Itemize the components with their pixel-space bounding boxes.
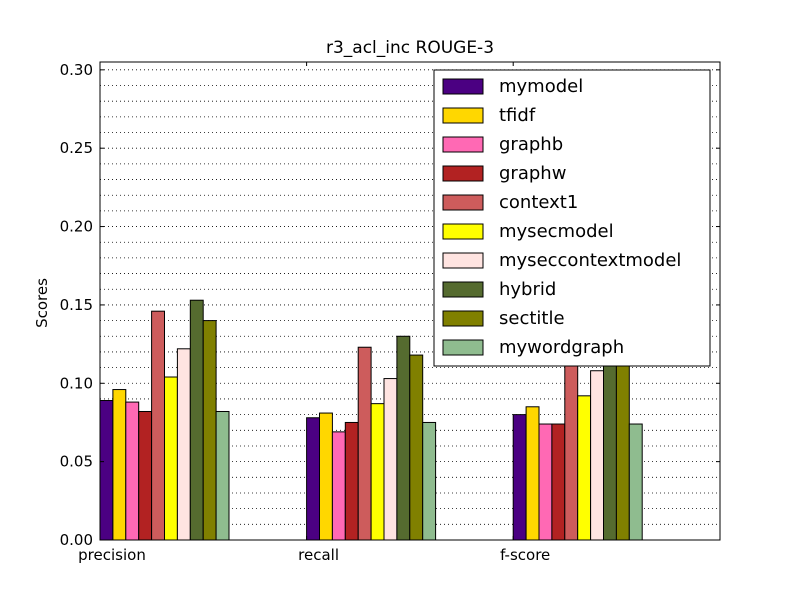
legend-swatch: [442, 194, 484, 211]
x-tick-label: precision: [78, 546, 146, 564]
bar-graphw-recall: [344, 421, 359, 541]
bar-sectitle-f-score: [615, 342, 630, 541]
bar-tfidf-precision: [112, 389, 127, 541]
bar-graphw-f-score: [551, 423, 566, 541]
bar-context1-precision: [151, 310, 166, 541]
legend-label: mymodel: [499, 76, 583, 97]
legend-label: context1: [499, 192, 578, 213]
legend: mymodel tfidf graphb graphw context1 mysecmod…: [433, 69, 711, 367]
bar-mywordgraph-recall: [422, 421, 437, 541]
bar-mymodel-recall: [306, 417, 321, 541]
legend-label: myseccontextmodel: [499, 250, 681, 271]
bar-mysecmodel-precision: [164, 376, 178, 541]
bar-graphb-recall: [331, 431, 346, 541]
bar-mywordgraph-f-score: [628, 423, 643, 541]
legend-label: hybrid: [499, 279, 556, 300]
bar-myseccontextmodel-f-score: [590, 370, 604, 541]
bar-hybrid-precision: [189, 299, 204, 541]
plot-frame: [99, 61, 721, 541]
legend-swatch: [442, 136, 484, 153]
bar-mysecmodel-f-score: [577, 395, 592, 541]
bar-context1-recall: [357, 346, 372, 541]
bar-mymodel-precision: [99, 400, 114, 541]
bar-mysecmodel-recall: [370, 403, 385, 541]
y-tick-label: 0.00: [60, 531, 93, 549]
bar-mymodel-f-score: [512, 414, 527, 541]
y-tick-label: 0.30: [60, 61, 93, 79]
bar-sectitle-recall: [409, 354, 424, 541]
y-tick-label: 0.10: [60, 374, 93, 392]
y-tick-label: 0.15: [60, 296, 93, 314]
x-axis-ticks: precision recall f-score: [78, 62, 550, 564]
y-tick-label: 0.20: [60, 218, 93, 236]
bar-graphb-precision: [125, 401, 140, 541]
bar-tfidf-recall: [319, 412, 333, 541]
legend-label: graphw: [499, 163, 566, 184]
x-tick-label: recall: [298, 546, 339, 564]
bars: [99, 299, 643, 541]
bar-graphw-precision: [138, 410, 153, 541]
bar-mywordgraph-precision: [215, 410, 230, 541]
legend-label: graphb: [499, 134, 563, 155]
legend-label: mywordgraph: [499, 337, 624, 358]
chart-title: r3_acl_inc ROUGE-3: [326, 38, 494, 58]
y-tick-label: 0.25: [60, 139, 93, 157]
y-tick-label: 0.05: [60, 453, 93, 471]
legend-swatch: [442, 281, 484, 298]
legend-label: tfidf: [499, 105, 536, 126]
legend-label: sectitle: [499, 308, 565, 329]
x-tick-label: f-score: [500, 546, 550, 564]
y-axis-ticks: 0.00 0.05 0.10 0.15 0.20 0.25 0.30: [60, 61, 720, 549]
bar-hybrid-recall: [396, 335, 411, 541]
legend-swatch: [442, 310, 484, 327]
bar-context1-f-score: [564, 342, 579, 541]
legend-swatch: [442, 339, 484, 356]
legend-label: mysecmodel: [499, 221, 614, 242]
bar-tfidf-f-score: [525, 406, 540, 541]
bar-myseccontextmodel-precision: [176, 348, 191, 541]
legend-swatch: [442, 107, 484, 124]
legend-swatch: [442, 252, 484, 269]
bar-graphb-f-score: [538, 423, 553, 541]
legend-swatch: [442, 223, 484, 240]
y-axis-label: Scores: [33, 278, 51, 328]
legend-swatch: [442, 165, 484, 182]
legend-swatch: [442, 78, 484, 95]
bar-myseccontextmodel-recall: [383, 378, 398, 541]
bar-sectitle-precision: [202, 320, 217, 541]
